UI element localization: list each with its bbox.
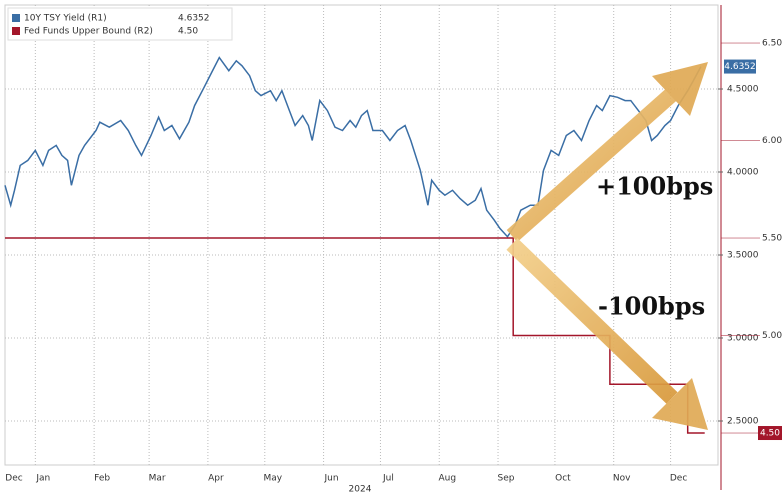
x-axis-label: 2024: [349, 485, 372, 495]
arrow-up-shaft: [506, 88, 678, 242]
y-tick-label: 3.5000: [727, 251, 759, 261]
x-tick-label: Sep: [498, 474, 515, 484]
x-tick-label: Dec: [670, 474, 687, 484]
x-tick-label: Aug: [438, 474, 456, 484]
x-tick-label: Jul: [382, 474, 394, 484]
x-tick-label: Oct: [555, 474, 571, 484]
x-tick-label: Dec: [5, 474, 22, 484]
legend-swatch: [12, 14, 20, 22]
y-tick-label: 3.0000: [727, 334, 759, 344]
arrow-down-head: [652, 378, 708, 430]
x-tick-label: Jun: [324, 474, 339, 484]
legend-label: Fed Funds Upper Bound (R2): [24, 27, 153, 37]
arrow-down-shaft: [506, 238, 678, 404]
last-value-label: 4.50: [760, 429, 780, 439]
legend-box: [7, 7, 233, 41]
x-tick-label: May: [263, 474, 282, 484]
annotation: +100bps: [596, 172, 713, 201]
x-tick-label: Jan: [35, 474, 50, 484]
y2-tick-label: 5.50: [762, 234, 782, 244]
plot-area: [4, 4, 719, 466]
y-tick-label: 4.5000: [727, 84, 759, 94]
legend-value: 4.50: [178, 27, 198, 37]
y2-tick-label: 6.50: [762, 39, 782, 49]
arrows: [506, 62, 708, 430]
last-value-label: 4.6352: [724, 62, 756, 72]
x-tick-label: Apr: [208, 474, 224, 484]
y2-tick-label: 6.00: [762, 136, 782, 146]
x-tick-label: Feb: [94, 474, 110, 484]
x-tick-label: Mar: [149, 474, 166, 484]
legend-value: 4.6352: [178, 14, 210, 24]
x-tick-label: Nov: [613, 474, 631, 484]
arrow-up-head: [652, 62, 708, 116]
last-value-box: [758, 426, 782, 441]
legend: 10Y TSY Yield (R1) 4.6352 Fed Funds Upper …: [7, 7, 233, 41]
y-tick-label: 2.5000: [727, 417, 759, 427]
y-tick-label: 4.0000: [727, 168, 759, 178]
legend-label: 10Y TSY Yield (R1): [24, 14, 107, 24]
y2-tick-label: 5.00: [762, 331, 782, 341]
annotation: -100bps: [598, 292, 705, 321]
series-line: [4, 56, 702, 238]
last-value-box: [724, 59, 756, 74]
legend-swatch: [12, 27, 20, 35]
